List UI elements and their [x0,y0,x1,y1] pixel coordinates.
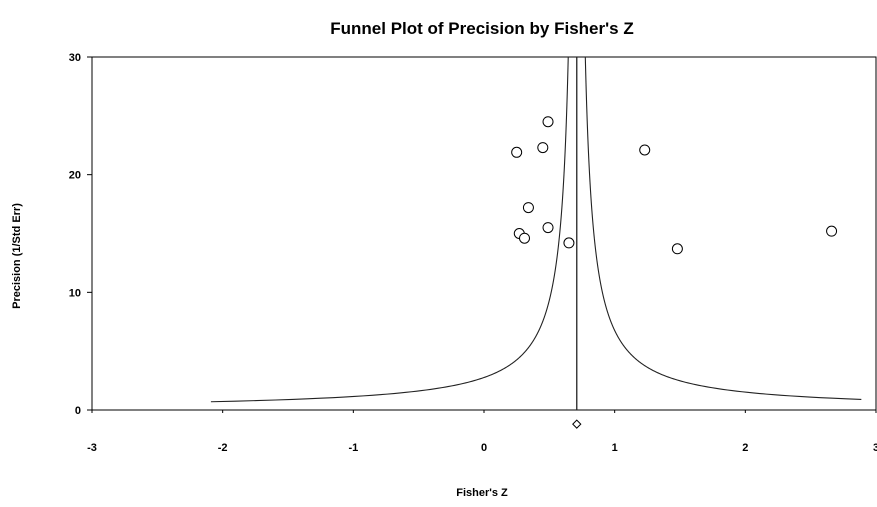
x-axis-label: Fisher's Z [456,487,508,499]
y-tick-label: 20 [69,170,81,182]
study-point [519,232,531,244]
y-axis-label: Precision (1/Std Err) [11,203,23,309]
study-point [826,225,838,237]
x-tick-label: -2 [218,442,228,454]
study-point [542,116,554,128]
study-point [671,243,683,255]
study-point [639,144,651,156]
plot-area: 0 10 20 30 -3 -2 -1 0 1 2 3 [69,52,877,454]
x-tick-label: 1 [612,442,618,454]
funnel-left-limit [210,57,569,403]
study-point [522,202,534,214]
plot-frame [91,56,877,411]
study-point [537,142,549,154]
study-point [542,222,554,234]
y-tick-label: 0 [75,405,81,417]
x-tick-label: 2 [742,442,748,454]
combined-effect-marker [572,419,582,429]
funnel-right-limit [584,57,862,400]
x-tick-label: -1 [348,442,358,454]
x-tick-label: 3 [873,442,877,454]
y-tick-label: 30 [69,52,81,64]
study-point [563,237,575,249]
x-tick-label: -3 [87,442,97,454]
x-tick-label: 0 [481,442,487,454]
study-point [511,146,523,158]
y-tick-label: 10 [69,287,81,299]
chart-title: Funnel Plot of Precision by Fisher's Z [330,19,633,38]
